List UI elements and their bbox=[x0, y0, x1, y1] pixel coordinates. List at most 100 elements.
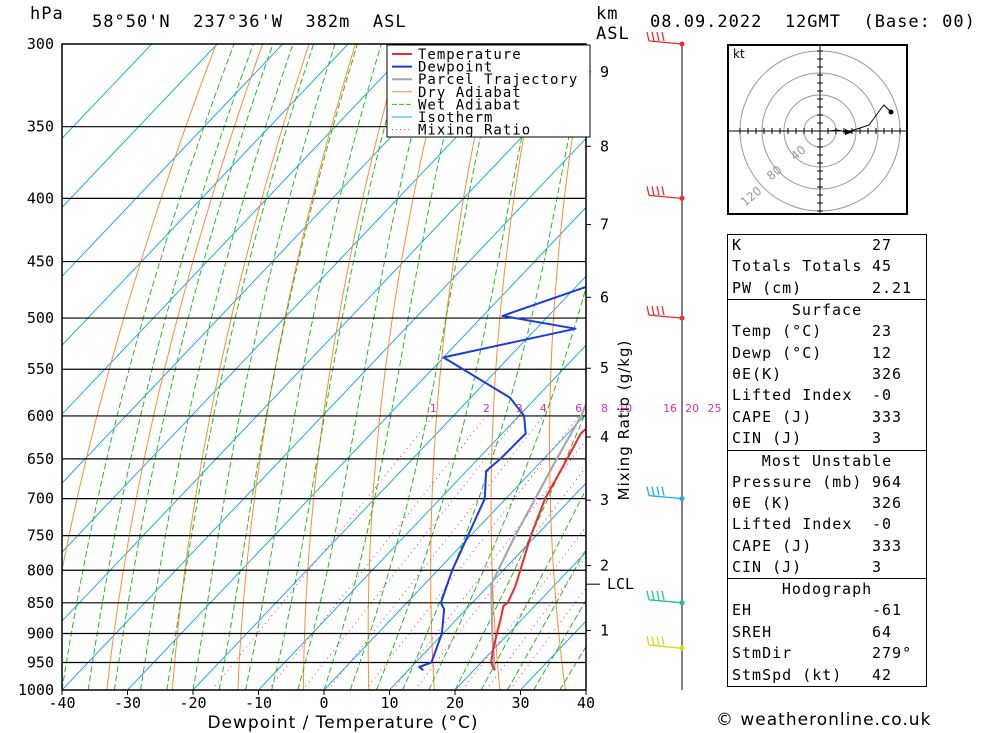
wind-barb-staff bbox=[648, 599, 683, 604]
mixing-ratio-label: 3 bbox=[516, 402, 523, 415]
mixing-ratio-line bbox=[364, 415, 580, 690]
mixing-ratio-label: 25 bbox=[708, 402, 722, 415]
wind-barb-staff bbox=[648, 194, 683, 200]
wind-barb-flag bbox=[646, 486, 650, 496]
index-value: 326 bbox=[872, 493, 903, 512]
wind-barb-flag bbox=[661, 636, 665, 646]
index-label: Totals Totals bbox=[732, 257, 863, 276]
index-label: CAPE (J) bbox=[732, 407, 813, 426]
wind-barb bbox=[646, 486, 685, 502]
wind-barb-flag bbox=[646, 305, 650, 316]
mixing-ratio-label: 8 bbox=[601, 402, 608, 415]
lcl-label: LCL bbox=[607, 575, 634, 593]
isotherm-line bbox=[62, 44, 284, 278]
index-value: 3 bbox=[872, 558, 883, 577]
mixing-ratio-line bbox=[327, 415, 544, 690]
wind-barb bbox=[646, 305, 685, 321]
isotherm-line bbox=[62, 137, 586, 690]
wind-barb-flag bbox=[646, 636, 650, 646]
pressure-tick-label: 500 bbox=[27, 309, 54, 327]
isotherm-line bbox=[62, 44, 218, 209]
pressure-tick-label: 900 bbox=[27, 624, 54, 642]
isotherm-line bbox=[62, 44, 546, 553]
wind-barb-flag bbox=[651, 305, 655, 316]
pressure-tick-label: 400 bbox=[27, 189, 54, 207]
index-row: CIN (J) 3 bbox=[728, 557, 926, 578]
index-label: CAPE (J) bbox=[732, 536, 813, 555]
km-tick-label: 3 bbox=[600, 491, 609, 509]
km-tick-label: 5 bbox=[600, 359, 609, 377]
wind-barb-flag bbox=[661, 590, 665, 600]
group-title: Most Unstable bbox=[761, 451, 893, 470]
index-value: 333 bbox=[872, 536, 903, 555]
wind-barb-flag bbox=[646, 186, 650, 196]
index-row: SREH 64 bbox=[728, 622, 926, 643]
legend-box bbox=[386, 44, 591, 138]
storm-motion-marker bbox=[845, 129, 853, 135]
index-value: 23 bbox=[872, 322, 893, 341]
index-row: θE(K) 326 bbox=[728, 364, 926, 385]
hodograph-unit: kt bbox=[733, 47, 745, 61]
index-value: 964 bbox=[872, 472, 903, 491]
mixing-ratio-label: 16 bbox=[663, 402, 677, 415]
wet-adiabat-line bbox=[506, 548, 586, 690]
indices-panel: K 27 Totals Totals 45 PW (cm) 2.21 Surface … bbox=[727, 234, 927, 688]
index-label: Pressure (mb) bbox=[732, 472, 863, 491]
mixing-ratio-line bbox=[392, 439, 586, 690]
index-label: StmDir bbox=[732, 644, 793, 663]
pressure-tick-label: 800 bbox=[27, 561, 54, 579]
pressure-tick-label: 550 bbox=[27, 360, 54, 378]
mixing-ratio-label: 6 bbox=[575, 402, 582, 415]
km-tick-label: 6 bbox=[600, 288, 609, 306]
dry-adiabat-line bbox=[661, 44, 696, 690]
dry-adiabat-line bbox=[430, 44, 496, 690]
wind-barb-flag bbox=[661, 305, 665, 316]
index-row: CAPE (J) 333 bbox=[728, 536, 926, 557]
pressure-tick-label: 300 bbox=[27, 35, 54, 53]
index-row: Pressure (mb) 964 bbox=[728, 472, 926, 493]
location-title: 58°50'N 237°36'W 382m ASL bbox=[92, 12, 407, 32]
wind-barb bbox=[646, 590, 685, 606]
x-axis-title: Dewpoint / Temperature (°C) bbox=[207, 713, 478, 733]
index-value: 326 bbox=[872, 364, 903, 383]
wind-barb-staff bbox=[648, 314, 683, 319]
temperature-line bbox=[490, 427, 586, 671]
pressure-tick-label: 450 bbox=[27, 253, 54, 271]
wet-adiabat-line bbox=[349, 44, 502, 690]
dry-adiabat-line bbox=[490, 44, 542, 690]
km-tick-label: 4 bbox=[600, 428, 609, 446]
legend-label: Temperature bbox=[418, 47, 522, 63]
isotherm-line bbox=[454, 551, 586, 690]
parcel-trajectory-line bbox=[490, 401, 586, 671]
wind-barb-staff bbox=[648, 40, 683, 45]
index-label: Lifted Index bbox=[732, 386, 853, 405]
index-row: Lifted Index -0 bbox=[728, 385, 926, 406]
hodograph-ring-label-120: 120 bbox=[738, 184, 765, 209]
pressure-tick-label: 350 bbox=[27, 118, 54, 136]
pressure-unit-label: hPa bbox=[30, 4, 64, 24]
plot-frame bbox=[61, 43, 587, 691]
index-row: EH -61 bbox=[728, 600, 926, 621]
index-row: Dewp (°C) 12 bbox=[728, 343, 926, 364]
wet-adiabat-line bbox=[166, 44, 315, 690]
wind-barb-flag bbox=[656, 186, 660, 196]
km-tick-label: 1 bbox=[600, 621, 609, 639]
km-unit-label: km bbox=[596, 4, 619, 24]
temperature-tick-label: -30 bbox=[114, 694, 141, 712]
index-value: -61 bbox=[872, 601, 903, 620]
temperature-tick-label: 40 bbox=[577, 694, 595, 712]
wet-adiabat-line bbox=[297, 44, 436, 690]
wet-adiabat-line bbox=[192, 44, 336, 690]
index-row: K 27 bbox=[728, 235, 926, 256]
mixing-ratio-line bbox=[302, 415, 520, 690]
index-label: CIN (J) bbox=[732, 558, 803, 577]
temperature-tick-label: 0 bbox=[319, 694, 328, 712]
legend-label: Dewpoint bbox=[418, 60, 493, 76]
copyright-link[interactable]: © weatheronline.co.uk bbox=[716, 710, 932, 730]
dry-adiabat-line bbox=[106, 44, 264, 690]
index-label: θE (K) bbox=[732, 493, 793, 512]
index-row: Temp (°C) 23 bbox=[728, 321, 926, 342]
hodograph-panel: kt 40 80 120 bbox=[727, 44, 908, 215]
pressure-tick-label: 600 bbox=[27, 407, 54, 425]
index-value: 333 bbox=[872, 407, 903, 426]
